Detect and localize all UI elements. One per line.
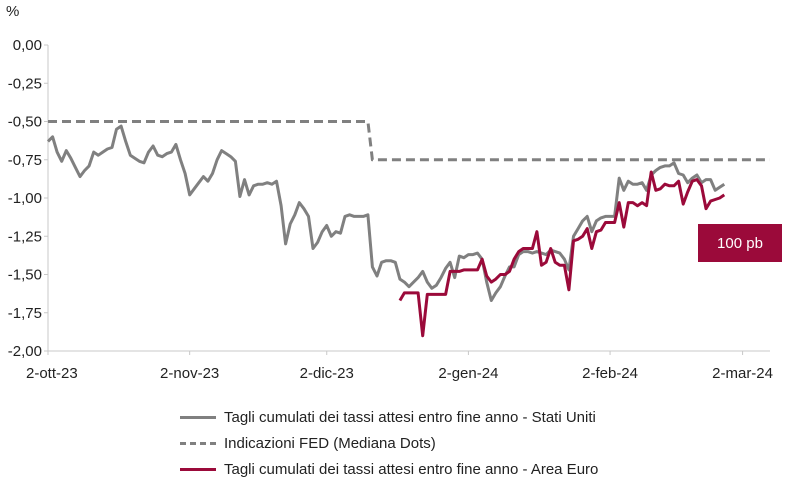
x-axis-ticks: 2-ott-23 2-nov-23 2-dic-23 2-gen-24 2-feb-24… [26,351,773,382]
legend-item-euro: Tagli cumulati dei tassi attesi entro fi… [180,456,598,482]
chart-legend: Tagli cumulati dei tassi attesi entro fi… [180,404,598,482]
y-tick-label: -0,50 [8,114,42,131]
series-line-euro [398,170,726,338]
y-tick-label: 0,00 [13,37,42,54]
legend-label-fed-dots: Indicazioni FED (Mediana Dots) [224,434,436,452]
legend-swatch-us [180,415,216,419]
legend-label-us: Tagli cumulati dei tassi attesi entro fi… [224,408,596,426]
y-tick-label: -1,75 [8,305,42,322]
chart-axes [47,45,770,352]
series-line-fed-dots [48,120,770,162]
y-tick-label: -2,00 [8,343,42,360]
legend-item-us: Tagli cumulati dei tassi attesi entro fi… [180,404,598,430]
line-chart: % 0,00 -0,25 -0,50 -0,75 -1,00 -1,25 -1,50 -1,7… [6,3,782,382]
x-tick-label: 2-gen-24 [438,365,498,382]
x-tick-label: 2-dic-23 [300,365,354,382]
chart-series [46,120,770,338]
legend-label-euro: Tagli cumulati dei tassi attesi entro fi… [224,460,599,478]
legend-swatch-fed-dots [180,441,216,445]
y-tick-label: -1,50 [8,267,42,284]
annotation-label: 100 pb [717,235,763,252]
annotation-box: 100 pb [698,224,782,262]
x-tick-label: 2-nov-23 [160,365,219,382]
annotation-background [698,224,782,262]
series-line-us [46,124,726,302]
y-axis-unit-label: % [6,3,19,20]
x-tick-label: 2-ott-23 [26,365,78,382]
y-tick-label: -1,00 [8,190,42,207]
x-tick-label: 2-feb-24 [582,365,638,382]
y-tick-label: -1,25 [8,228,42,245]
y-axis-ticks: 0,00 -0,25 -0,50 -0,75 -1,00 -1,25 -1,50 -1,75 -… [8,37,48,360]
legend-item-fed-dots: Indicazioni FED (Mediana Dots) [180,430,598,456]
y-tick-label: -0,75 [8,152,42,169]
y-tick-label: -0,25 [8,75,42,92]
legend-swatch-euro [180,467,216,471]
x-tick-label: 2-mar-24 [712,365,773,382]
